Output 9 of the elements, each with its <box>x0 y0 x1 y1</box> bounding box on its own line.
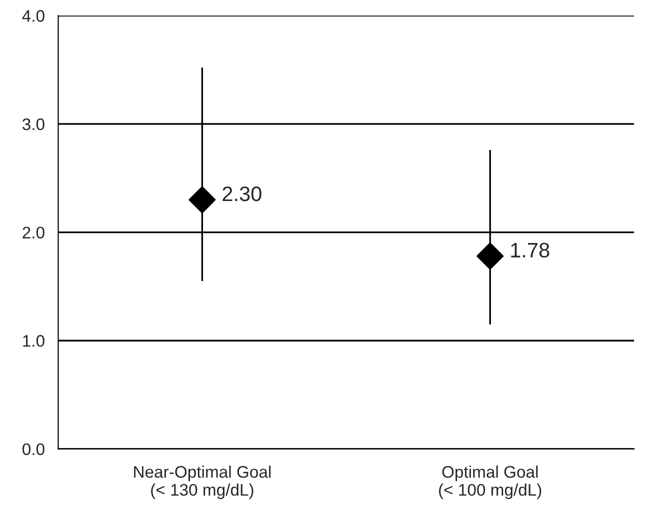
y-tick-label: 1.0 <box>23 335 44 347</box>
data-label: 1.78 <box>511 242 550 258</box>
x-tick-label: Near-Optimal Goal (< 130 mg/dL) <box>134 466 271 500</box>
y-tick-label: 2.0 <box>22 226 44 238</box>
data-label: 2.30 <box>222 186 262 202</box>
y-tick-label: 4.0 <box>22 10 44 22</box>
x-tick-label: Optimal Goal (< 100 mg/dL) <box>439 466 542 500</box>
y-tick-label: 0.0 <box>22 443 44 456</box>
y-tick-label: 3.0 <box>22 118 44 130</box>
